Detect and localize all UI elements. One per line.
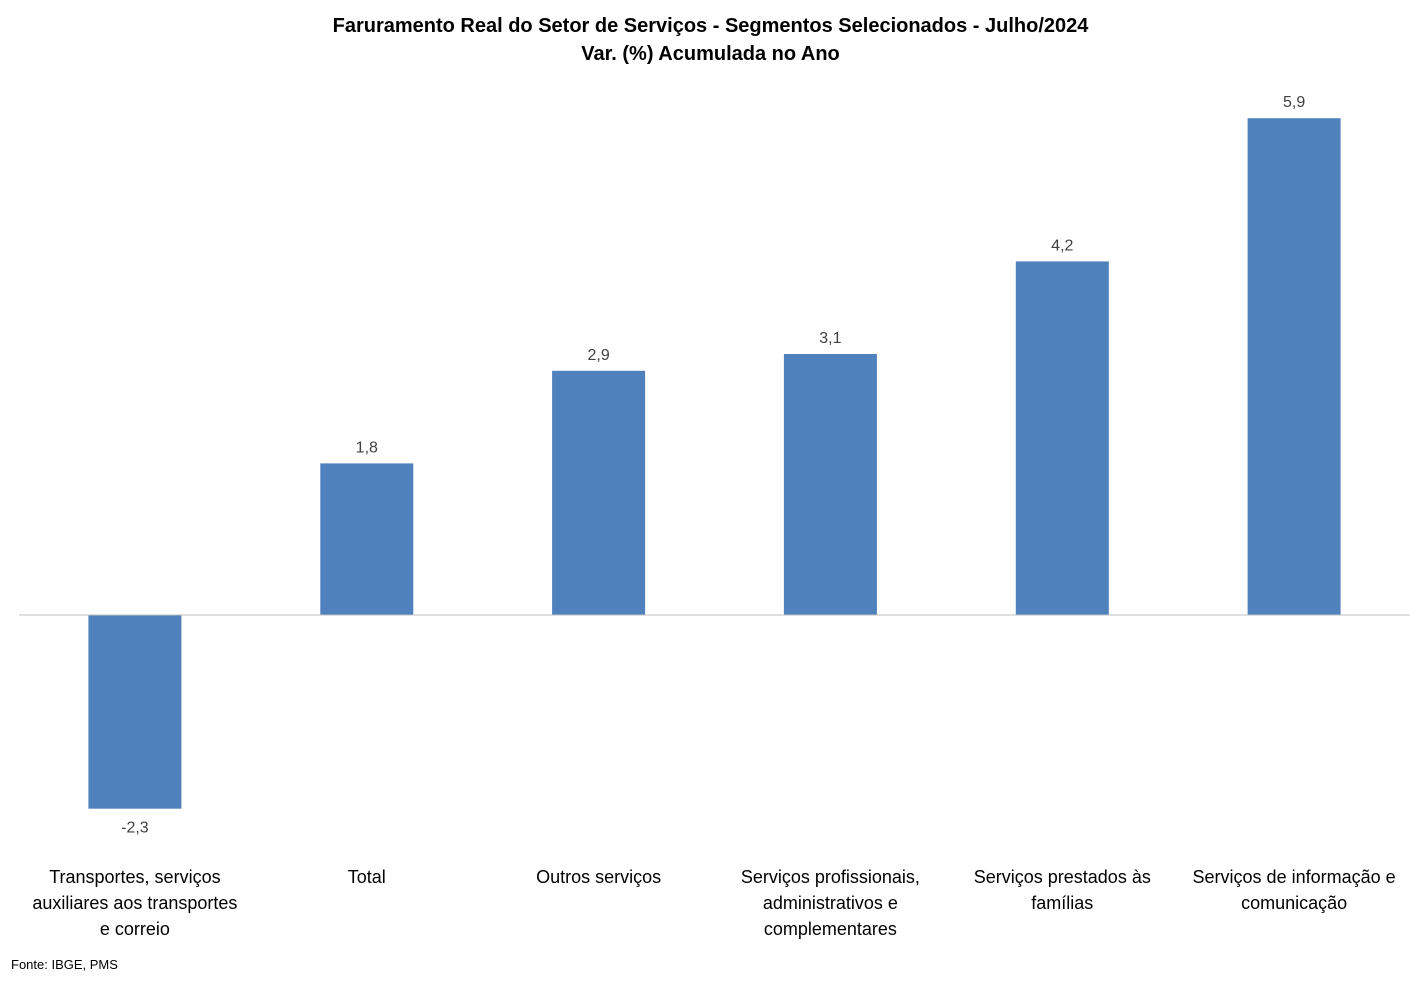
bar (1015, 261, 1109, 615)
category-label: Transportes, serviços auxiliares aos tra… (32, 867, 238, 939)
bar (88, 615, 182, 809)
data-label: 4,2 (1051, 237, 1073, 254)
data-label: 5,9 (1283, 94, 1305, 111)
bar (783, 354, 877, 615)
category-label: Outros serviços (536, 867, 662, 887)
data-label: -2,3 (121, 820, 149, 837)
chart-subtitle: Var. (%) Acumulada no Ano (581, 43, 840, 65)
data-label: 2,9 (587, 347, 609, 364)
category-label: Serviços profissionais, administrativos … (740, 867, 920, 939)
category-label: Serviços prestados às famílias (973, 867, 1151, 913)
bar (320, 463, 414, 615)
data-label: 3,1 (819, 330, 841, 347)
chart-title: Faruramento Real do Setor de Serviços - … (332, 15, 1089, 37)
category-label: Serviços de informação e comunicação (1192, 867, 1396, 913)
bar (1247, 118, 1341, 615)
category-label: Total (347, 867, 386, 887)
data-label: 1,8 (356, 439, 378, 456)
bar (552, 370, 646, 615)
source-note: Fonte: IBGE, PMS (11, 957, 118, 972)
